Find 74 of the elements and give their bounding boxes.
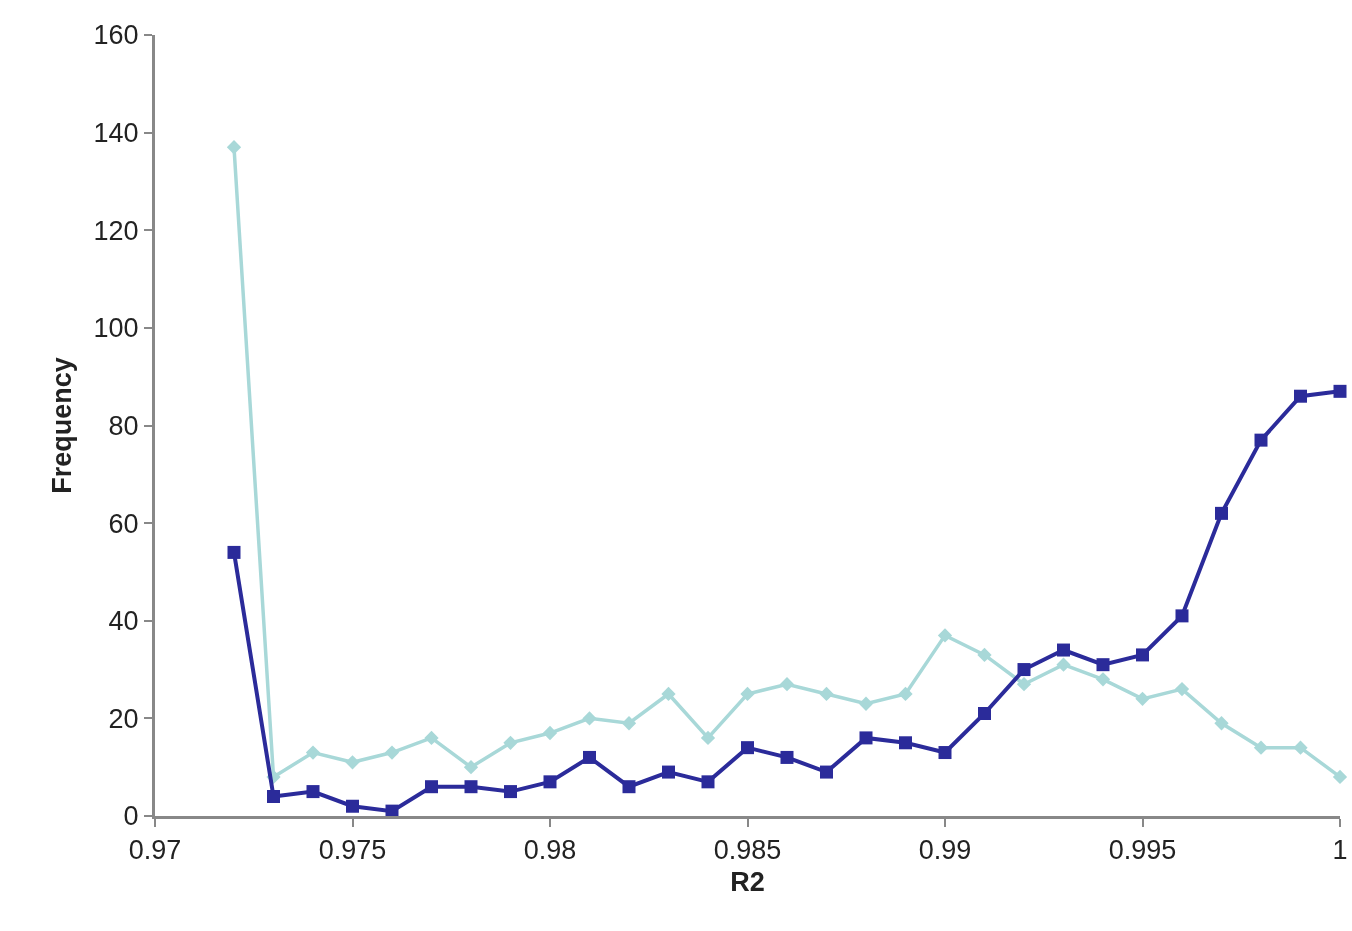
point bbox=[267, 789, 280, 803]
point bbox=[1214, 716, 1229, 731]
point bbox=[1095, 672, 1111, 687]
point bbox=[463, 760, 479, 775]
point bbox=[978, 706, 991, 720]
point bbox=[1333, 384, 1347, 398]
x-axis-title: R2 bbox=[730, 866, 765, 897]
point bbox=[542, 725, 558, 741]
y-tick-label: 120 bbox=[93, 215, 139, 246]
point bbox=[504, 785, 517, 799]
point bbox=[1136, 648, 1149, 662]
point bbox=[1332, 769, 1348, 785]
y-tick-label: 140 bbox=[93, 118, 139, 149]
point bbox=[345, 755, 360, 770]
point bbox=[1293, 740, 1308, 755]
point bbox=[622, 780, 636, 794]
x-tick-label: 0.995 bbox=[1108, 835, 1177, 866]
point bbox=[346, 799, 359, 813]
point bbox=[1017, 663, 1031, 677]
point bbox=[503, 735, 518, 750]
point bbox=[1056, 657, 1071, 672]
point bbox=[899, 736, 912, 750]
point bbox=[977, 647, 992, 663]
x-tick-label: 0.97 bbox=[128, 835, 182, 866]
point bbox=[1057, 643, 1070, 657]
point bbox=[858, 696, 874, 711]
point bbox=[305, 745, 321, 760]
point bbox=[1215, 506, 1228, 520]
point bbox=[621, 716, 637, 731]
y-tick-label: 60 bbox=[108, 508, 139, 539]
point bbox=[780, 750, 794, 764]
point bbox=[662, 765, 675, 779]
point bbox=[1096, 658, 1110, 672]
point bbox=[938, 746, 952, 760]
x-tick-label: 0.985 bbox=[713, 835, 782, 866]
point bbox=[227, 545, 241, 559]
y-tick-label: 0 bbox=[123, 801, 139, 832]
point bbox=[583, 750, 596, 764]
point bbox=[819, 686, 834, 702]
y-tick-label: 40 bbox=[108, 606, 139, 637]
x-tick-label: 0.975 bbox=[318, 835, 387, 866]
point bbox=[384, 745, 400, 760]
point bbox=[779, 677, 795, 692]
point bbox=[424, 730, 439, 746]
point bbox=[701, 775, 715, 789]
point bbox=[1174, 681, 1190, 697]
y-tick-label: 20 bbox=[108, 703, 139, 734]
point bbox=[226, 140, 242, 155]
x-tick-label: 0.98 bbox=[523, 835, 577, 866]
point bbox=[741, 741, 754, 755]
point bbox=[582, 711, 597, 726]
point bbox=[859, 731, 873, 745]
point bbox=[1135, 691, 1150, 706]
point bbox=[937, 628, 953, 643]
point bbox=[1016, 677, 1032, 692]
point bbox=[661, 686, 676, 702]
point bbox=[740, 686, 755, 702]
point bbox=[464, 780, 478, 794]
point bbox=[306, 785, 320, 799]
point bbox=[1254, 433, 1268, 447]
point bbox=[1294, 389, 1307, 403]
y-axis-title: Frequency bbox=[46, 357, 77, 494]
point bbox=[820, 765, 833, 779]
point bbox=[1253, 740, 1269, 755]
point bbox=[700, 730, 716, 746]
point bbox=[543, 775, 557, 789]
y-tick-label: 100 bbox=[93, 313, 139, 344]
x-tick-label: 0.99 bbox=[918, 835, 972, 866]
x-tick-label: 1 bbox=[1332, 835, 1348, 866]
point bbox=[898, 686, 913, 702]
point bbox=[1175, 609, 1189, 623]
y-tick-label: 160 bbox=[93, 20, 139, 51]
y-tick-label: 80 bbox=[108, 410, 139, 441]
point bbox=[425, 780, 438, 794]
